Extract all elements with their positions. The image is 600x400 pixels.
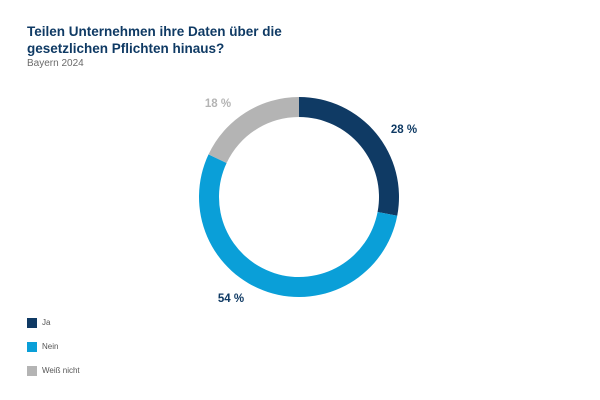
- legend-item: Weiß nicht: [27, 365, 80, 376]
- chart-subtitle: Bayern 2024: [27, 58, 84, 69]
- donut-slice-nein: [198, 154, 398, 297]
- legend-item: Nein: [27, 341, 80, 352]
- legend-label: Weiß nicht: [42, 366, 80, 375]
- legend-swatch: [27, 365, 37, 376]
- slice-value-label: 28 %: [391, 124, 417, 136]
- slice-value-label: 18 %: [205, 98, 231, 110]
- slice-value-label: 54 %: [218, 293, 244, 305]
- legend-label: Ja: [42, 318, 51, 327]
- legend-swatch: [27, 317, 37, 328]
- legend-swatch: [27, 341, 37, 352]
- legend-label: Nein: [42, 342, 59, 351]
- donut-slice-wei-nicht: [208, 97, 299, 163]
- legend-item: Ja: [27, 317, 80, 328]
- chart-legend: Ja Nein Weiß nicht: [27, 317, 80, 389]
- donut-slice-ja: [299, 97, 399, 216]
- chart-title: Teilen Unternehmen ihre Daten über die g…: [27, 24, 282, 56]
